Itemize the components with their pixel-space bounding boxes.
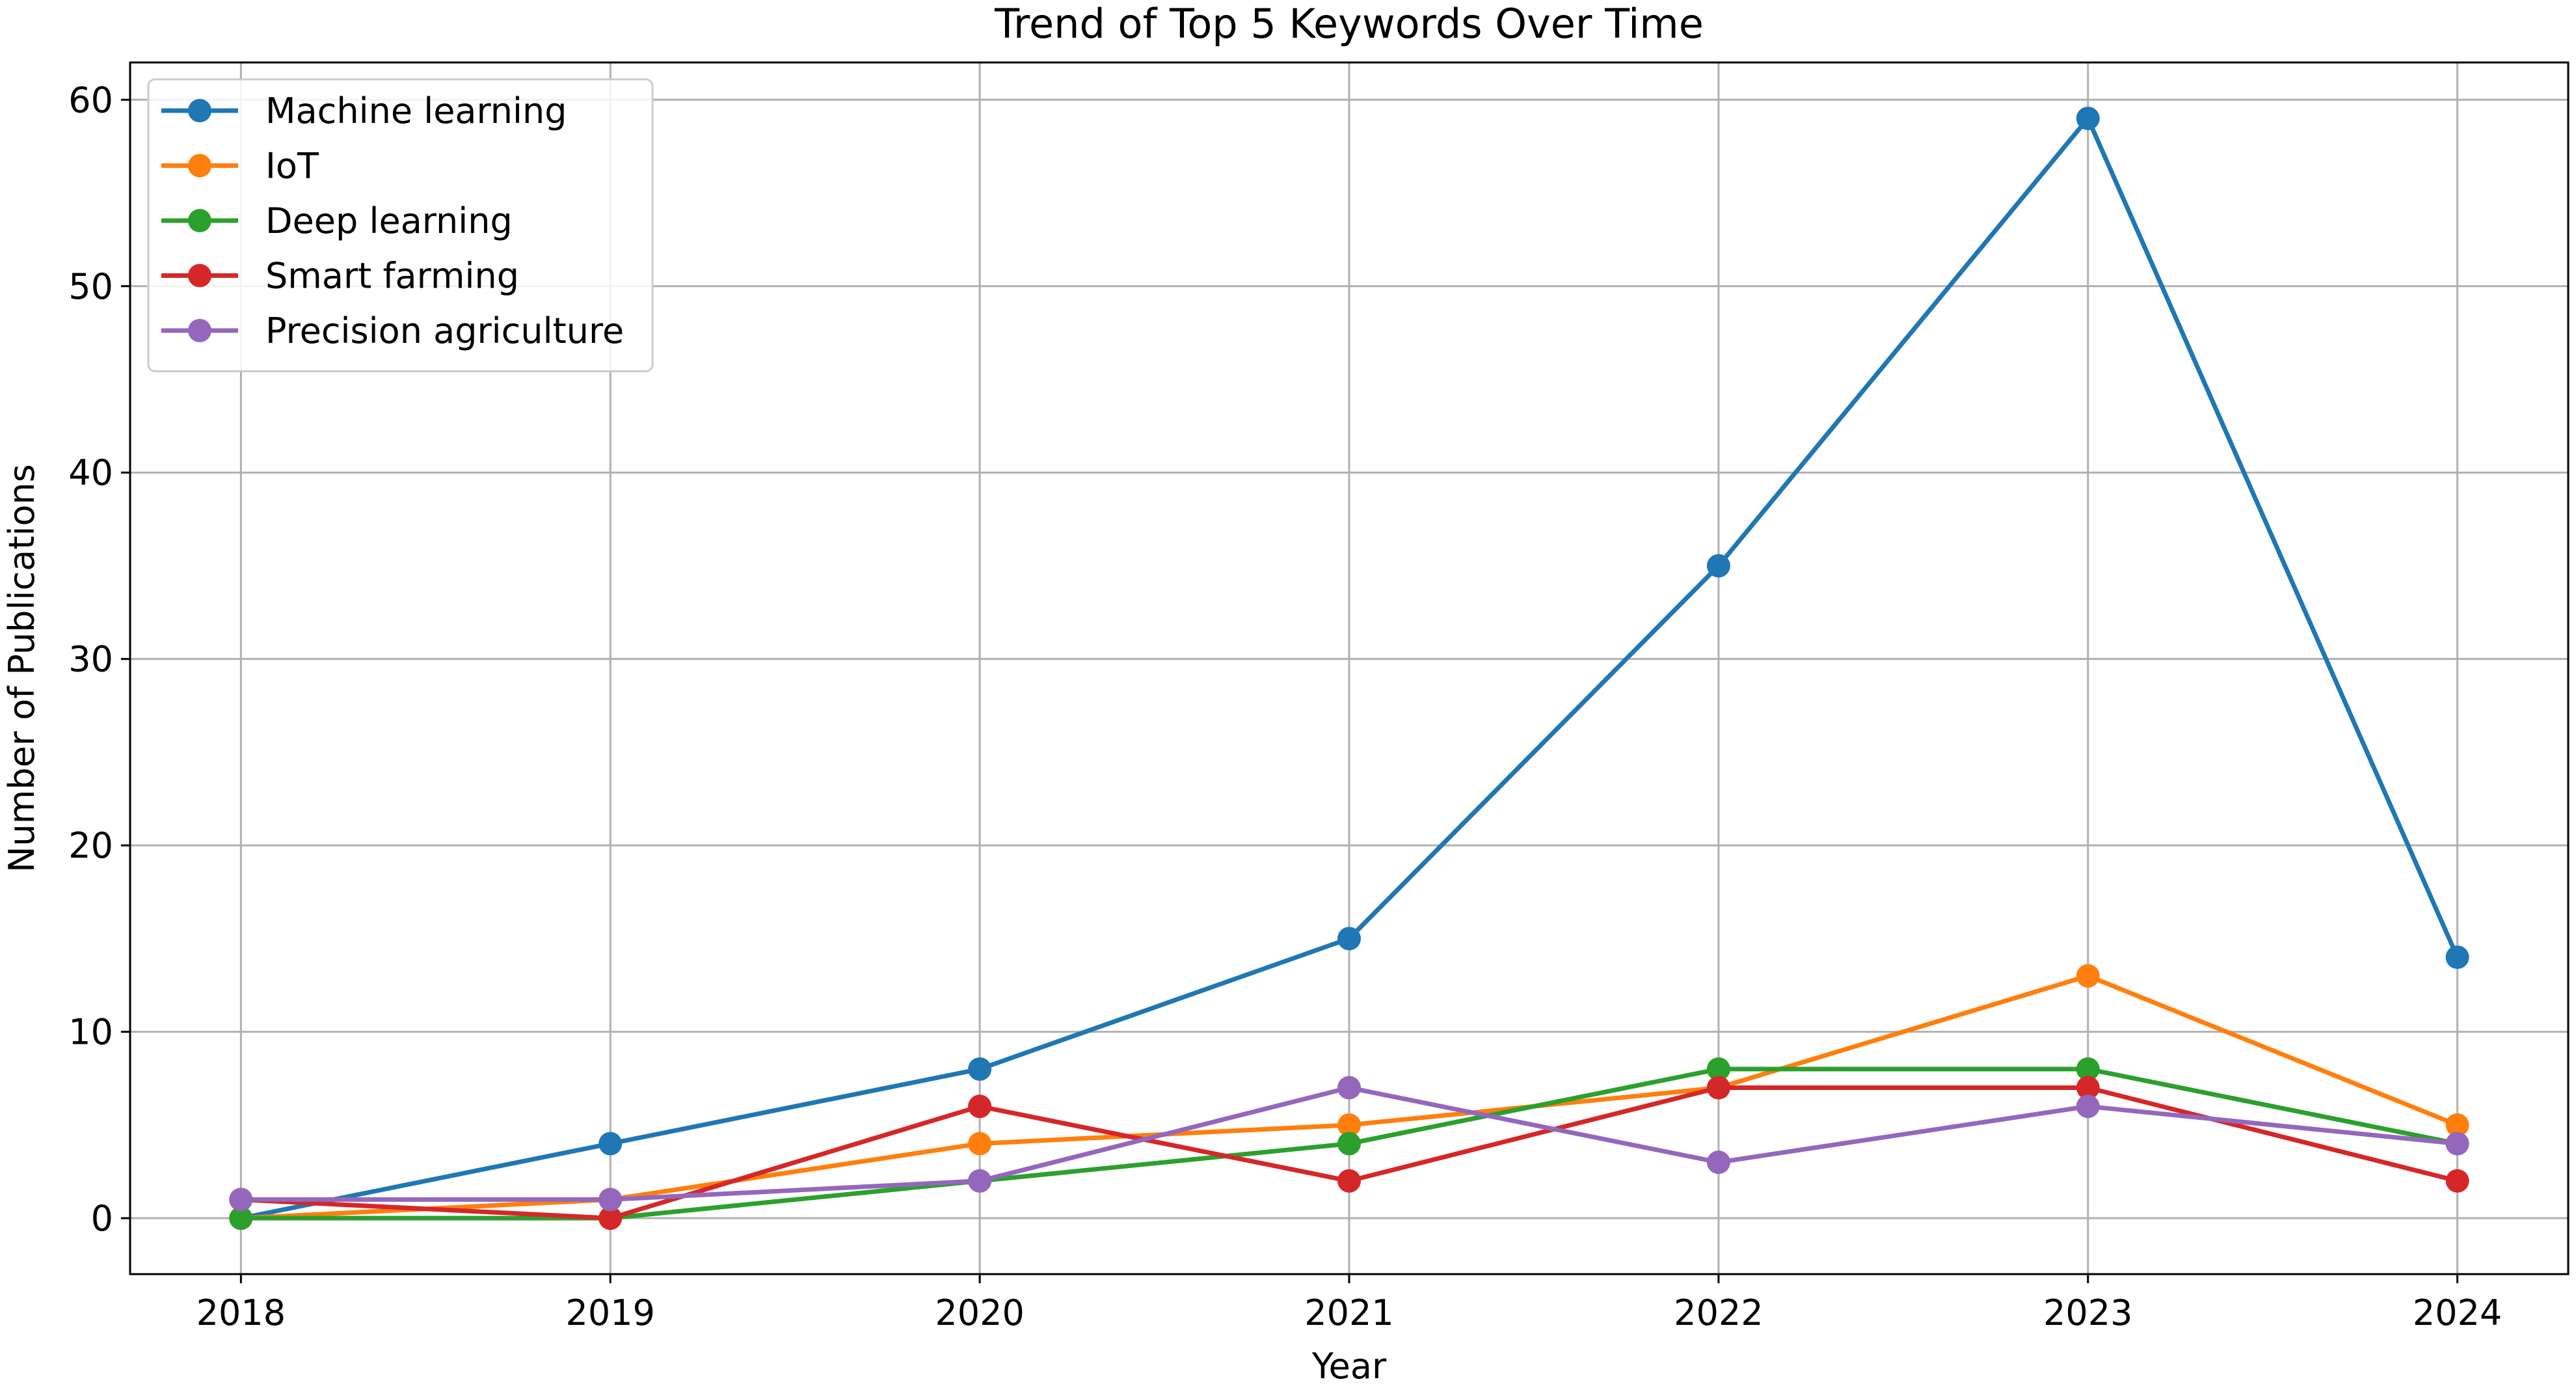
legend-label: Precision agriculture xyxy=(265,310,624,351)
y-tick-label: 0 xyxy=(91,1198,113,1239)
data-point xyxy=(2076,1076,2100,1100)
data-point xyxy=(1706,1150,1730,1175)
legend-item: Machine learning xyxy=(161,90,567,131)
x-axis-label: Year xyxy=(1311,1346,1387,1385)
series-smart-farming xyxy=(229,1076,2469,1231)
data-point xyxy=(1706,1076,1730,1100)
legend-marker xyxy=(188,99,211,122)
data-point xyxy=(598,1188,623,1212)
y-tick-label: 50 xyxy=(68,266,113,307)
y-tick-label: 20 xyxy=(68,825,113,866)
data-point xyxy=(2076,1057,2100,1081)
x-tick-label: 2018 xyxy=(196,1292,286,1333)
x-tick-label: 2020 xyxy=(935,1292,1024,1333)
data-point xyxy=(598,1132,623,1156)
series-precision-agriculture xyxy=(229,1076,2469,1212)
y-tick-label: 30 xyxy=(68,639,113,680)
data-point xyxy=(2076,1095,2100,1119)
y-tick-label: 10 xyxy=(68,1012,113,1053)
legend-marker xyxy=(188,154,211,178)
data-point xyxy=(2445,1113,2469,1137)
legend-item: Deep learning xyxy=(161,200,513,241)
data-point xyxy=(968,1095,992,1119)
data-point xyxy=(229,1188,253,1212)
data-point xyxy=(2076,964,2100,988)
data-point xyxy=(2445,1169,2469,1193)
y-tick-label: 40 xyxy=(68,452,113,493)
legend-marker xyxy=(188,209,211,232)
data-point xyxy=(2445,946,2469,970)
data-point xyxy=(1337,1113,1361,1137)
data-point xyxy=(229,1206,253,1231)
data-point xyxy=(1706,1057,1730,1081)
legend-box xyxy=(147,78,654,372)
data-point xyxy=(2445,1132,2469,1156)
data-point xyxy=(598,1206,623,1231)
legend-label: Deep learning xyxy=(265,200,513,241)
legend-item: Smart farming xyxy=(161,256,519,297)
legend-item: IoT xyxy=(161,146,319,187)
data-point xyxy=(968,1132,992,1156)
y-axis-label: Number of Publications xyxy=(1,464,42,873)
data-point xyxy=(1337,1132,1361,1156)
x-tick-label: 2023 xyxy=(2043,1292,2132,1333)
data-point xyxy=(1337,1076,1361,1100)
legend-label: Smart farming xyxy=(265,256,519,297)
x-tick-label: 2022 xyxy=(1674,1292,1763,1333)
data-point xyxy=(2076,106,2100,130)
axis-ticks: 2018 2019 2020 2021 2022 2023 2024 0 10 20 30 40 50 6… xyxy=(68,79,2502,1333)
x-tick-label: 2019 xyxy=(566,1292,655,1333)
legend-item: Precision agriculture xyxy=(161,310,624,351)
data-point xyxy=(1337,927,1361,951)
data-point xyxy=(1337,1169,1361,1193)
legend-marker xyxy=(188,264,211,288)
data-point xyxy=(968,1169,992,1193)
legend-label: IoT xyxy=(265,146,319,187)
legend-marker xyxy=(188,319,211,342)
x-tick-label: 2024 xyxy=(2413,1292,2502,1333)
data-point xyxy=(968,1057,992,1081)
legend: Machine learning IoT Deep learning Smart fa… xyxy=(147,78,654,372)
y-tick-label: 60 xyxy=(68,79,113,120)
data-point xyxy=(1706,554,1730,578)
chart-title: Trend of Top 5 Keywords Over Time xyxy=(994,0,1704,48)
series-lines xyxy=(229,106,2469,1231)
legend-label: Machine learning xyxy=(265,90,567,131)
x-tick-label: 2021 xyxy=(1304,1292,1393,1333)
